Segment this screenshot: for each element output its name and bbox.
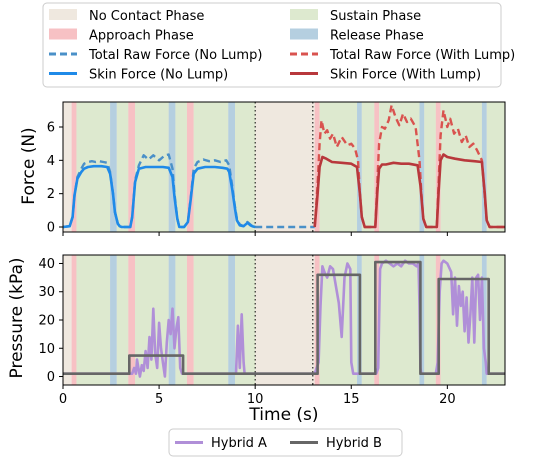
bottom-legend: Hybrid A Hybrid B	[168, 428, 403, 457]
legend-label-sustain-phase: Sustain Phase	[330, 9, 421, 24]
legend-label-hybrid-b: Hybrid B	[326, 436, 382, 451]
x-tick-label: 0	[59, 392, 67, 407]
phase-band-approach	[374, 255, 380, 385]
phase-band-sustain	[424, 255, 436, 385]
y-tick-label: 6	[47, 121, 55, 136]
phase-band-release	[110, 102, 117, 232]
phase-band-sustain	[193, 255, 229, 385]
phase-band-approach	[374, 102, 380, 232]
phase-band-release	[228, 255, 235, 385]
series-line-skin-force-no-lump	[63, 164, 256, 229]
x-axis-label: Time (s)	[248, 405, 318, 425]
legend-swatch-approach-phase	[49, 28, 77, 40]
x-tick-label: 20	[439, 392, 456, 407]
phase-band-sustain	[440, 102, 482, 232]
phase-band-release	[228, 102, 235, 232]
force-y-axis-label: Force (N)	[19, 127, 39, 204]
phase-band-sustain	[234, 102, 256, 232]
phase-band-approach	[71, 102, 77, 232]
phase-band-sustain	[424, 102, 436, 232]
plot-frame	[62, 101, 506, 233]
y-tick-label: 10	[38, 342, 55, 357]
legend-label-no-contact-phase: No Contact Phase	[89, 9, 204, 24]
pressure-panel: 0 5 10 15 20 0 10 20 30 40	[38, 254, 506, 407]
phase-band-approach	[71, 255, 77, 385]
bottom-legend-frame	[168, 428, 403, 457]
phase-band-sustain	[116, 102, 129, 232]
legend-label-skin-force-with-lump: Skin Force (With Lump)	[330, 68, 481, 83]
phase-band-approach	[314, 102, 320, 232]
x-tick-label: 10	[247, 392, 264, 407]
legend-label-release-phase: Release Phase	[330, 29, 424, 44]
phase-band-release	[110, 255, 117, 385]
phase-band-sustain	[175, 102, 187, 232]
legend-label-skin-force-no-lump: Skin Force (No Lump)	[89, 68, 228, 83]
top-legend-frame	[42, 2, 502, 88]
phase-band-sustain	[116, 255, 129, 385]
phase-band-release	[419, 102, 425, 232]
y-tick-label: 20	[38, 314, 55, 329]
phase-band-sustain	[361, 255, 375, 385]
y-tick-label: 0	[47, 221, 55, 236]
x-tick-label: 15	[343, 392, 360, 407]
legend-label-total-raw-force-with-lump: Total Raw Force (With Lump)	[329, 48, 515, 63]
force-panel: 0 2 4 6	[47, 101, 506, 236]
phase-band-sustain	[76, 255, 111, 385]
phase-band-release	[419, 255, 425, 385]
phase-band-sustain	[379, 255, 420, 385]
series-line-skin-force-with-lump	[313, 153, 505, 229]
y-tick-label: 2	[47, 187, 55, 202]
phase-band-sustain	[361, 102, 375, 232]
phase-band-approach	[128, 255, 136, 385]
y-tick-label: 40	[38, 257, 55, 272]
legend-label-approach-phase: Approach Phase	[89, 29, 194, 44]
series-line-hybrid-a	[63, 259, 505, 378]
pressure-y-axis-label: Pressure (kPa)	[7, 257, 27, 378]
top-legend: No Contact Phase Sustain Phase Approach Ph…	[42, 2, 515, 88]
phase-band-approach	[186, 102, 194, 232]
phase-band-sustain	[486, 102, 505, 232]
phase-band-sustain	[175, 255, 187, 385]
y-tick-label: 4	[47, 154, 55, 169]
phase-band-sustain	[319, 102, 358, 232]
legend-label-hybrid-a: Hybrid A	[211, 436, 267, 451]
x-tick-label: 5	[155, 392, 163, 407]
legend-swatch-sustain-phase	[290, 9, 318, 20]
legend-swatch-no-contact-phase	[49, 9, 77, 20]
legend-label-total-raw-force-no-lump: Total Raw Force (No Lump)	[88, 48, 262, 63]
phase-band-sustain	[486, 255, 505, 385]
phase-band-release	[481, 102, 487, 232]
series-line-total-raw-force-with-lump	[313, 104, 505, 229]
y-tick-label: 30	[38, 285, 55, 300]
y-tick-label: 0	[47, 370, 55, 385]
phase-band-approach	[186, 255, 194, 385]
legend-swatch-release-phase	[290, 28, 318, 40]
phase-band-approach	[128, 102, 136, 232]
series-line-hybrid-b	[63, 260, 505, 376]
